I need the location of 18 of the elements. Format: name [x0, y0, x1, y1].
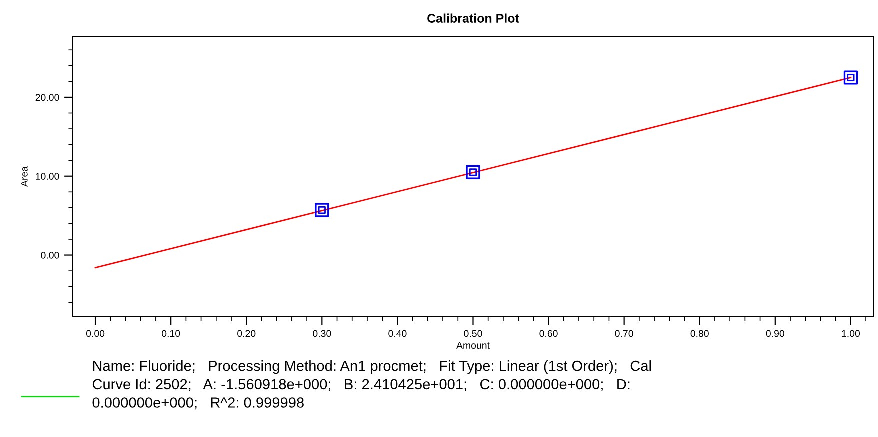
x-tick-label: 0.30: [313, 330, 332, 338]
y-axis-title: Area: [21, 166, 28, 188]
x-tick-label: 0.20: [238, 330, 256, 338]
x-tick-label: 0.40: [388, 330, 407, 338]
y-tick-label: 10.00: [36, 173, 60, 180]
text: Name: Fluoride; Processing Method: An1 procmet; Fit Type: Linear (1st Order); Cal Curve Id: 2502; A: -1.560918e+000; B: 2.410425e+001; C: 0.000000e+000; D: 0.000000e+000; R^2: 0.999998: [92, 360, 652, 410]
x-axis-title: Amount: [456, 342, 490, 349]
x-tick-label: 0.60: [540, 330, 558, 338]
x-tick-label: 0.00: [86, 330, 105, 338]
x-tick-label: 0.50: [464, 330, 482, 338]
chart-title: Calibration Plot: [428, 14, 520, 23]
x-tick-label: 0.70: [615, 330, 634, 338]
x-tick-label: 0.10: [162, 330, 180, 338]
x-tick-label: 0.80: [690, 330, 709, 338]
x-tick-label: 1.00: [842, 330, 860, 338]
y-tick-label: 20.00: [36, 94, 60, 102]
y-tick-label: 0.00: [41, 252, 60, 259]
x-tick-label: 0.90: [766, 330, 784, 338]
